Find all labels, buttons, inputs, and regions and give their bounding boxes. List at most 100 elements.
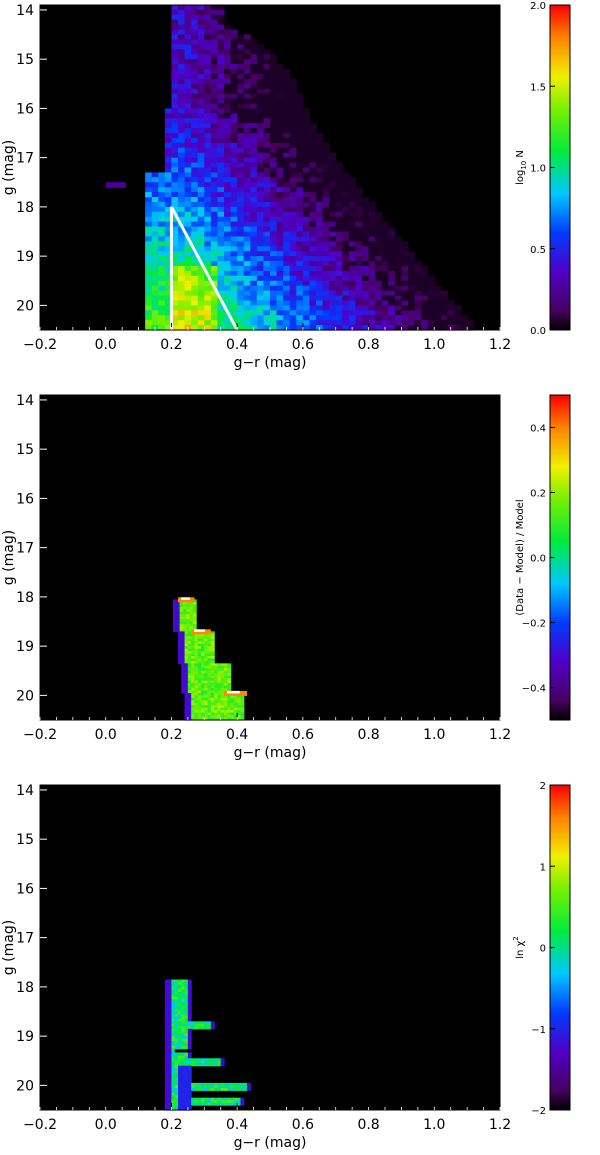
heatmap-cell	[178, 300, 186, 306]
heatmap-cell	[178, 261, 186, 267]
heatmap-cell	[224, 687, 228, 692]
heatmap-cell	[204, 226, 212, 233]
heatmap-cell	[381, 280, 389, 287]
heatmap-cell	[204, 275, 212, 282]
x-tick-label: 1.0	[423, 337, 445, 353]
heatmap-cell	[440, 300, 449, 306]
heatmap-cell	[201, 1058, 205, 1062]
heatmap-cell	[263, 246, 271, 252]
heatmap-cell	[302, 325, 311, 331]
heatmap-cell	[362, 216, 370, 223]
heatmap-cell	[276, 133, 284, 139]
heatmap-cell	[256, 305, 265, 311]
heatmap-cell	[145, 280, 153, 287]
heatmap-cell	[220, 702, 225, 706]
heatmap-cell	[207, 655, 212, 660]
heatmap-cell	[368, 285, 376, 292]
heatmap-cell	[204, 280, 212, 287]
heatmap-cell	[440, 310, 449, 316]
heatmap-cell	[316, 172, 324, 178]
heatmap-cell	[217, 69, 225, 75]
heatmap-cell	[207, 1060, 212, 1064]
heatmap-cell	[217, 715, 222, 719]
heatmap-cell	[187, 641, 192, 645]
heatmap-cell	[210, 320, 219, 326]
heatmap-cell	[178, 187, 186, 193]
heatmap-cell	[276, 305, 284, 311]
heatmap-cell	[217, 702, 222, 706]
heatmap-cell	[316, 290, 324, 297]
heatmap-cell	[197, 280, 205, 287]
heatmap-cell	[178, 167, 186, 174]
heatmap-cell	[388, 251, 396, 257]
heatmap-cell	[210, 275, 219, 282]
heatmap-cell	[427, 315, 435, 321]
heatmap-cell	[201, 643, 205, 647]
heatmap-cells	[173, 599, 245, 721]
heatmap-cell	[187, 991, 192, 995]
heatmap-cell	[237, 717, 242, 721]
heatmap-cell	[342, 280, 350, 287]
heatmap-cell	[243, 118, 251, 124]
heatmap-cell	[197, 692, 202, 696]
heatmap-cell	[296, 216, 304, 223]
heatmap-cell	[191, 29, 199, 36]
heatmap-cell	[217, 680, 222, 684]
heatmap-cell	[237, 315, 245, 321]
heatmap-cell	[204, 680, 209, 684]
heatmap-cell	[168, 1009, 173, 1013]
heatmap-cell	[348, 201, 357, 208]
heatmap-cell	[184, 1038, 189, 1042]
heatmap-cell	[309, 290, 317, 297]
heatmap-cell	[187, 1016, 192, 1020]
heatmap-cell	[184, 315, 192, 321]
heatmap-cell	[302, 226, 311, 233]
heatmap-cell	[174, 984, 179, 988]
heatmap-cell	[316, 162, 324, 169]
heatmap-cell	[220, 1060, 225, 1064]
heatmap-cell	[233, 705, 238, 709]
heatmap-cell	[186, 609, 191, 613]
heatmap-cell	[355, 315, 363, 321]
heatmap-cell	[204, 670, 209, 674]
heatmap-cell	[197, 256, 205, 262]
heatmap-cell	[362, 256, 370, 262]
heatmap-cell	[204, 1102, 209, 1106]
heatmap-cell	[230, 710, 235, 714]
heatmap-cell	[240, 715, 245, 719]
heatmap-cell	[164, 1036, 169, 1040]
heatmap-cell	[230, 59, 238, 65]
heatmap-cell	[270, 201, 278, 208]
heatmap-cell	[322, 290, 330, 297]
heatmap-cell	[217, 673, 222, 677]
heatmap-cell	[408, 315, 416, 321]
heatmap-cell	[178, 986, 182, 990]
heatmap-cell	[224, 717, 228, 721]
heatmap-cell	[421, 310, 429, 316]
heatmap-cell	[243, 285, 251, 292]
heatmap-cell	[187, 687, 192, 692]
heatmap-cell	[204, 251, 212, 257]
heatmap-cell	[191, 651, 196, 655]
heatmap-cell	[168, 1004, 173, 1008]
heatmap-cell	[224, 275, 232, 282]
heatmap-cell	[388, 325, 396, 331]
heatmap-cell	[171, 275, 179, 282]
heatmap-cell	[276, 123, 284, 129]
heatmap-cell	[191, 680, 196, 684]
heatmap-cell	[176, 611, 181, 615]
heatmap-cell	[178, 1107, 182, 1111]
heatmap-cell	[309, 226, 317, 233]
heatmap-cell	[276, 285, 284, 292]
y-tick-label: 18	[16, 590, 34, 606]
heatmap-cell	[171, 177, 179, 183]
heatmap-cell	[194, 668, 199, 672]
heatmap-cell	[217, 251, 225, 257]
heatmap-cell	[256, 88, 265, 95]
heatmap-cell	[204, 300, 212, 306]
heatmap-cell	[178, 295, 186, 302]
heatmap-cell	[145, 256, 153, 262]
heatmap-cell	[186, 626, 191, 630]
heatmap-cell	[408, 265, 416, 272]
heatmap-cell	[171, 1065, 176, 1069]
